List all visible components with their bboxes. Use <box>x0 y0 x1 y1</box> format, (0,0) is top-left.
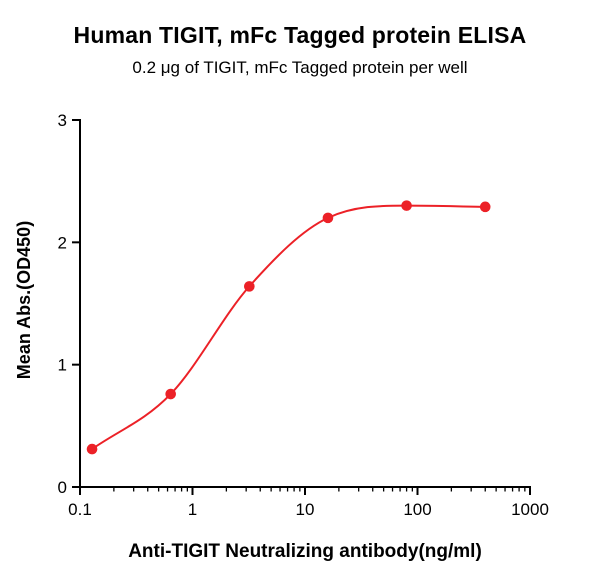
x-axis-label: Anti-TIGIT Neutralizing antibody(ng/ml) <box>128 541 482 562</box>
x-tick-label: 1 <box>188 500 197 519</box>
y-tick-label: 1 <box>58 356 67 375</box>
plot-area: Mean Abs.(OD450) Anti-TIGIT Neutralizing… <box>14 111 549 562</box>
chart-title: Human TIGIT, mFc Tagged protein ELISA <box>73 22 527 48</box>
data-point <box>86 443 98 455</box>
data-point <box>401 200 412 211</box>
data-point <box>165 388 176 400</box>
chart-subtitle: 0.2 μg of TIGIT, mFc Tagged protein per … <box>132 58 468 77</box>
x-tick-label: 100 <box>403 500 431 519</box>
x-tick-label: 1000 <box>511 500 549 519</box>
y-tick-label: 0 <box>58 478 67 497</box>
x-tick-label: 0.1 <box>68 500 92 519</box>
fit-curve <box>91 204 486 450</box>
data-point <box>244 281 255 292</box>
y-axis-label: Mean Abs.(OD450) <box>14 221 34 379</box>
y-tick-label: 3 <box>58 111 67 130</box>
data-point <box>479 201 491 213</box>
x-tick-label: 10 <box>296 500 315 519</box>
y-tick-label: 2 <box>58 233 67 252</box>
data-point <box>322 212 334 224</box>
